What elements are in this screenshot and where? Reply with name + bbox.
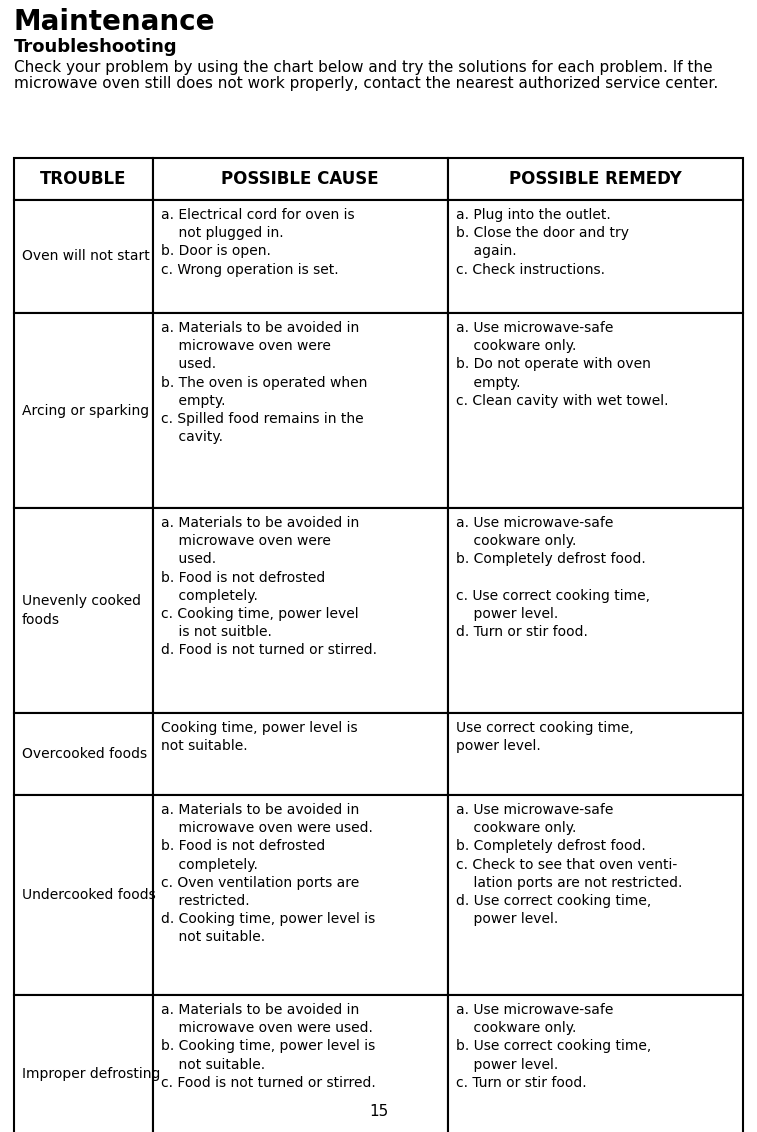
Text: TROUBLE: TROUBLE	[40, 170, 126, 188]
Text: a. Materials to be avoided in
    microwave oven were used.
b. Cooking time, pow: a. Materials to be avoided in microwave …	[160, 1003, 375, 1090]
Text: Overcooked foods: Overcooked foods	[22, 747, 147, 761]
Bar	[14, 158, 152, 200]
Text: a. Materials to be avoided in
    microwave oven were
    used.
b. Food is not d: a. Materials to be avoided in microwave …	[160, 516, 376, 658]
Text: Check your problem by using the chart below and try the solutions for each probl: Check your problem by using the chart be…	[14, 60, 712, 75]
Bar	[447, 158, 743, 200]
Text: a. Use microwave-safe
    cookware only.
b. Completely defrost food.
c. Check to: a. Use microwave-safe cookware only. b. …	[456, 803, 682, 926]
Bar	[152, 314, 447, 508]
Text: POSSIBLE REMEDY: POSSIBLE REMEDY	[509, 170, 682, 188]
Text: Troubleshooting: Troubleshooting	[14, 38, 178, 55]
Bar	[447, 508, 743, 713]
Bar	[152, 158, 447, 200]
Text: a. Materials to be avoided in
    microwave oven were
    used.
b. The oven is o: a. Materials to be avoided in microwave …	[160, 321, 367, 444]
Text: microwave oven still does not work properly, contact the nearest authorized serv: microwave oven still does not work prope…	[14, 76, 718, 91]
Text: Improper defrosting: Improper defrosting	[22, 1067, 160, 1081]
Text: a. Use microwave-safe
    cookware only.
b. Do not operate with oven
    empty.
: a. Use microwave-safe cookware only. b. …	[456, 321, 668, 408]
Text: a. Electrical cord for oven is
    not plugged in.
b. Door is open.
c. Wrong ope: a. Electrical cord for oven is not plugg…	[160, 208, 354, 276]
Bar	[152, 508, 447, 713]
Text: a. Plug into the outlet.
b. Close the door and try
    again.
c. Check instructi: a. Plug into the outlet. b. Close the do…	[456, 208, 629, 276]
Bar	[14, 314, 152, 508]
Bar	[14, 200, 152, 314]
Bar	[447, 200, 743, 314]
Bar	[152, 713, 447, 795]
Bar	[447, 995, 743, 1132]
Bar	[447, 314, 743, 508]
Bar	[14, 713, 152, 795]
Text: Arcing or sparking: Arcing or sparking	[22, 403, 149, 418]
Text: Maintenance: Maintenance	[14, 8, 216, 36]
Bar	[152, 995, 447, 1132]
Text: Undercooked foods: Undercooked foods	[22, 887, 156, 902]
Text: 15: 15	[369, 1105, 388, 1120]
Bar	[152, 795, 447, 995]
Bar	[14, 508, 152, 713]
Bar	[14, 995, 152, 1132]
Text: Unevenly cooked
foods: Unevenly cooked foods	[22, 594, 141, 627]
Text: Cooking time, power level is
not suitable.: Cooking time, power level is not suitabl…	[160, 721, 357, 753]
Bar	[152, 200, 447, 314]
Bar	[447, 795, 743, 995]
Text: a. Materials to be avoided in
    microwave oven were used.
b. Food is not defro: a. Materials to be avoided in microwave …	[160, 803, 375, 944]
Text: POSSIBLE CAUSE: POSSIBLE CAUSE	[221, 170, 379, 188]
Bar	[447, 713, 743, 795]
Text: a. Use microwave-safe
    cookware only.
b. Completely defrost food.

c. Use cor: a. Use microwave-safe cookware only. b. …	[456, 516, 650, 640]
Text: a. Use microwave-safe
    cookware only.
b. Use correct cooking time,
    power : a. Use microwave-safe cookware only. b. …	[456, 1003, 651, 1090]
Text: Oven will not start: Oven will not start	[22, 249, 150, 264]
Text: Use correct cooking time,
power level.: Use correct cooking time, power level.	[456, 721, 634, 753]
Bar	[14, 795, 152, 995]
